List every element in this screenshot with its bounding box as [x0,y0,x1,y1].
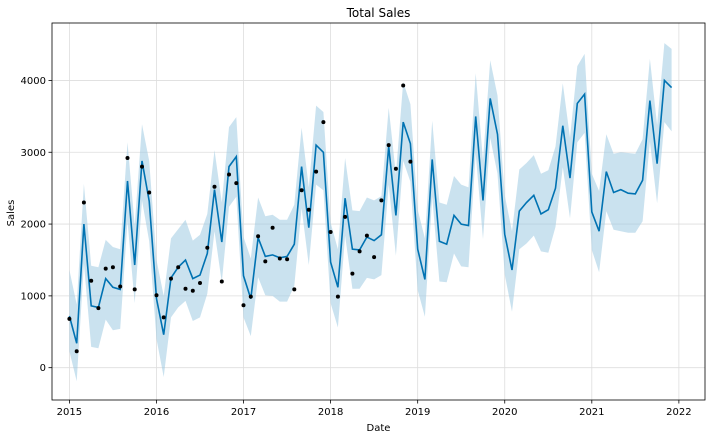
observed-point [169,277,173,281]
observed-point [126,156,130,160]
observed-point [205,246,209,250]
observed-point [358,249,362,253]
observed-point [67,317,71,321]
observed-point [343,215,347,219]
y-tick-label: 3000 [21,148,46,159]
observed-point [191,289,195,293]
observed-point [220,280,224,284]
observed-point [271,226,275,230]
x-tick-label: 2022 [666,407,691,418]
observed-point [336,295,340,299]
observed-point [155,293,159,297]
observed-point [242,303,246,307]
observed-point [140,165,144,169]
x-tick-label: 2021 [579,407,604,418]
observed-point [387,143,391,147]
y-tick-label: 2000 [21,220,46,231]
observed-point [314,170,318,174]
observed-point [176,265,180,269]
observed-point [249,295,253,299]
y-tick-label: 4000 [21,76,46,87]
observed-point [263,259,267,263]
observed-point [227,173,231,177]
observed-point [104,267,108,271]
observed-point [118,285,122,289]
observed-point [278,257,282,261]
observed-point [307,208,311,212]
observed-point [379,198,383,202]
observed-point [96,306,100,310]
observed-point [198,281,202,285]
observed-point [329,230,333,234]
observed-point [321,120,325,124]
x-axis-label: Date [367,423,391,434]
y-tick-label: 0 [40,363,46,374]
observed-point [256,234,260,238]
x-tick-label: 2015 [57,407,82,418]
observed-point [234,181,238,185]
observed-point [394,167,398,171]
x-tick-label: 2018 [318,407,343,418]
observed-point [75,349,79,353]
observed-point [82,201,86,205]
observed-point [111,265,115,269]
observed-point [162,315,166,319]
observed-point [292,287,296,291]
x-tick-label: 2017 [231,407,256,418]
observed-point [184,287,188,291]
observed-point [89,279,93,283]
y-tick-label: 1000 [21,291,46,302]
observed-point [300,188,304,192]
y-axis-label: Sales [6,200,17,227]
observed-point [408,160,412,164]
observed-point [213,185,217,189]
observed-point [147,191,151,195]
x-tick-label: 2020 [492,407,517,418]
chart-title: Total Sales [346,6,411,20]
observed-point [401,84,405,88]
x-tick-label: 2019 [405,407,430,418]
observed-point [372,255,376,259]
observed-point [365,234,369,238]
observed-point [350,272,354,276]
observed-point [285,257,289,261]
observed-point [133,287,137,291]
x-tick-label: 2016 [144,407,169,418]
